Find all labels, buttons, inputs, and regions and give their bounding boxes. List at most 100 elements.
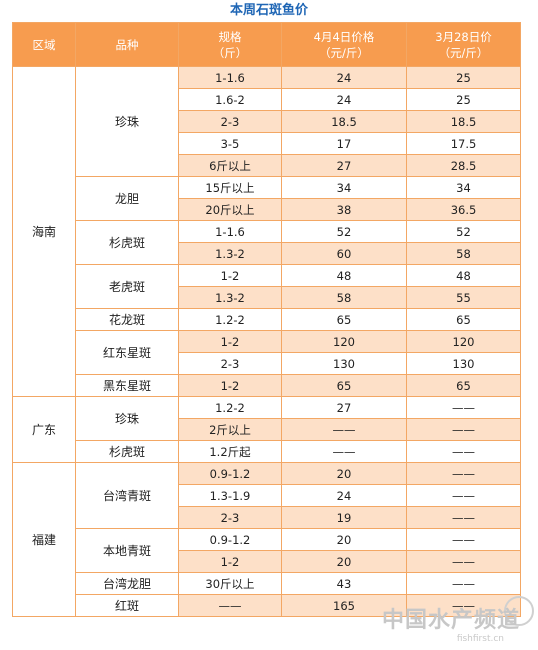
table-row: 2斤以上 —— —— — [13, 418, 521, 441]
price-previous-cell: 65 — [406, 308, 521, 331]
header-variety: 品种 — [75, 22, 179, 67]
watermark-globe-icon — [504, 596, 534, 626]
price-previous-cell: 25 — [406, 88, 521, 111]
table-row: 黑东星斑 1-2 65 65 — [13, 374, 521, 397]
header-region: 区域 — [12, 22, 76, 67]
spec-cell: 1-1.6 — [178, 66, 282, 89]
price-current-cell: 130 — [281, 352, 407, 375]
price-current-cell: 24 — [281, 88, 407, 111]
spec-cell: 0.9-1.2 — [178, 462, 282, 485]
price-previous-cell: 28.5 — [406, 154, 521, 177]
price-current-cell: 20 — [281, 550, 407, 573]
table-row: 2-3 18.5 18.5 — [13, 110, 521, 133]
price-previous-cell: —— — [406, 594, 521, 617]
table-row: 1.3-1.9 24 —— — [13, 484, 521, 507]
spec-cell: 15斤以上 — [178, 176, 282, 199]
price-table: 区域 品种 规格 （斤） 4月4日价格 （元/斤） 3月28日价 （元/斤） 海南 珍珠… — [12, 22, 521, 617]
table-row: 1.3-2 58 55 — [13, 286, 521, 309]
price-previous-cell: 58 — [406, 242, 521, 265]
table-row: 杉虎斑 1.2斤起 —— —— — [13, 440, 521, 463]
price-current-cell: 17 — [281, 132, 407, 155]
spec-cell: 1.2-2 — [178, 308, 282, 331]
price-current-cell: 43 — [281, 572, 407, 595]
price-previous-cell: 36.5 — [406, 198, 521, 221]
price-previous-cell: 65 — [406, 374, 521, 397]
header-price-previous: 3月28日价 （元/斤） — [406, 22, 521, 67]
price-previous-cell: —— — [406, 462, 521, 485]
header-price-current: 4月4日价格 （元/斤） — [281, 22, 407, 67]
variety-cell: 花龙斑 — [75, 308, 179, 331]
table-row: 1.3-2 60 58 — [13, 242, 521, 265]
page-title: 本周石斑鱼价 — [229, 3, 308, 18]
price-previous-cell: 55 — [406, 286, 521, 309]
spec-cell: 2斤以上 — [178, 418, 282, 441]
spec-cell: 1-1.6 — [178, 220, 282, 243]
variety-cell: 红斑 — [75, 594, 179, 617]
spec-cell: 0.9-1.2 — [178, 528, 282, 551]
variety-cell: 台湾青斑 — [75, 462, 179, 529]
spec-cell: 1-2 — [178, 374, 282, 397]
table-row: 龙胆 15斤以上 34 34 — [13, 176, 521, 221]
variety-cell: 老虎斑 — [75, 264, 179, 309]
price-current-cell: 58 — [281, 286, 407, 309]
price-current-cell: 120 — [281, 330, 407, 353]
price-previous-cell: —— — [406, 396, 521, 419]
price-previous-cell: 18.5 — [406, 110, 521, 133]
price-current-cell: 27 — [281, 154, 407, 177]
variety-cell: 杉虎斑 — [75, 220, 179, 265]
price-current-cell: —— — [281, 418, 407, 441]
table-row: 海南 珍珠 1-1.6 24 25 — [12, 66, 521, 397]
variety-cell: 本地青斑 — [75, 528, 179, 573]
price-current-cell: 65 — [281, 308, 407, 331]
price-current-cell: 20 — [281, 528, 407, 551]
header-spec: 规格 （斤） — [178, 22, 282, 67]
table-row: 红斑 —— 165 —— — [13, 594, 521, 617]
price-previous-cell: —— — [406, 506, 521, 529]
price-current-cell: 65 — [281, 374, 407, 397]
watermark-url: fishfirst.cn — [456, 634, 504, 644]
table-row: 6斤以上 27 28.5 — [13, 154, 521, 177]
price-current-cell: 52 — [281, 220, 407, 243]
price-current-cell: 19 — [281, 506, 407, 529]
variety-cell: 台湾龙胆 — [75, 572, 179, 595]
price-current-cell: 48 — [281, 264, 407, 287]
table-row: 老虎斑 1-2 48 48 — [13, 264, 521, 309]
spec-cell: 1-2 — [178, 550, 282, 573]
variety-cell: 珍珠 — [75, 396, 179, 441]
price-current-cell: 38 — [281, 198, 407, 221]
table-row: 1.6-2 24 25 — [13, 88, 521, 111]
price-previous-cell: —— — [406, 440, 521, 463]
variety-cell: 龙胆 — [75, 176, 179, 221]
price-current-cell: —— — [281, 440, 407, 463]
variety-cell: 珍珠 — [75, 66, 179, 177]
spec-cell: 1.2斤起 — [178, 440, 282, 463]
table-row: 花龙斑 1.2-2 65 65 — [13, 308, 521, 331]
table-row: 台湾龙胆 30斤以上 43 —— — [13, 572, 521, 595]
price-previous-cell: 34 — [406, 176, 521, 199]
price-previous-cell: —— — [406, 550, 521, 573]
table-row: 1-2 20 —— — [13, 550, 521, 573]
table-row: 福建 台湾青斑 0.9-1.2 20 —— — [12, 462, 521, 617]
region-cell: 广东 — [12, 396, 76, 463]
table-row: 2-3 130 130 — [13, 352, 521, 375]
price-current-cell: 18.5 — [281, 110, 407, 133]
variety-cell: 红东星斑 — [75, 330, 179, 375]
spec-cell: 1.2-2 — [178, 396, 282, 419]
region-cell: 福建 — [12, 462, 76, 617]
watermark-text: 中国水产频道 — [381, 608, 520, 633]
spec-cell: —— — [178, 594, 282, 617]
price-previous-cell: —— — [406, 572, 521, 595]
table-row: 红东星斑 1-2 120 120 — [13, 330, 521, 375]
spec-cell: 2-3 — [178, 352, 282, 375]
price-current-cell: 24 — [281, 66, 407, 89]
spec-cell: 1-2 — [178, 264, 282, 287]
price-previous-cell: 52 — [406, 220, 521, 243]
spec-cell: 1.3-2 — [178, 286, 282, 309]
variety-cell: 杉虎斑 — [75, 440, 179, 463]
spec-cell: 30斤以上 — [178, 572, 282, 595]
price-current-cell: 20 — [281, 462, 407, 485]
spec-cell: 1.6-2 — [178, 88, 282, 111]
price-previous-cell: 25 — [406, 66, 521, 89]
table-row: 2-3 19 —— — [13, 506, 521, 529]
table-row: 本地青斑 0.9-1.2 20 —— — [13, 528, 521, 573]
